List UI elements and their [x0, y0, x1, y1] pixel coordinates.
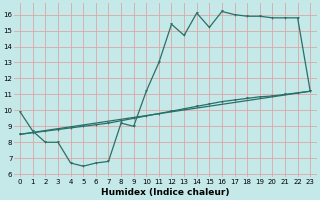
X-axis label: Humidex (Indice chaleur): Humidex (Indice chaleur) [101, 188, 229, 197]
